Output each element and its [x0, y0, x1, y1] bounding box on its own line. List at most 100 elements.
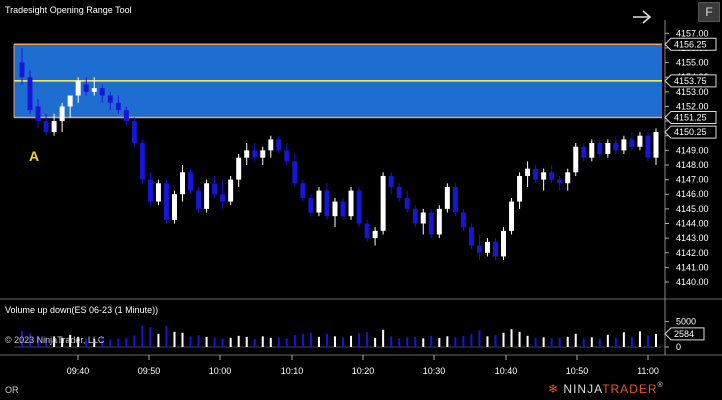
volume-bar — [470, 333, 473, 347]
candle-body — [460, 212, 466, 228]
candle-body — [541, 172, 547, 180]
volume-bar — [221, 338, 224, 347]
time-tick-label: 09:40 — [67, 366, 90, 376]
candle-body — [364, 223, 370, 239]
volume-bar — [598, 338, 601, 347]
candle-body — [436, 208, 442, 235]
volume-bar — [205, 336, 208, 347]
volume-bar — [109, 339, 112, 347]
volume-bar — [333, 336, 336, 347]
candle-body — [228, 179, 234, 202]
volume-bar — [269, 337, 272, 347]
candle-body — [260, 150, 266, 158]
price-tick-label: 4155.00 — [676, 58, 709, 68]
volume-panel-title: Volume up down(ES 06-23 (1 Minute)) — [5, 305, 159, 315]
candle-body — [131, 121, 137, 144]
candle-body — [428, 212, 434, 235]
candle-body — [147, 179, 153, 202]
candle-body — [509, 201, 515, 231]
candle-body — [637, 135, 643, 147]
volume-bar — [478, 330, 481, 347]
grid-layer — [0, 20, 722, 356]
copyright-text: © 2023 NinjaTrader, LLC — [5, 335, 105, 345]
volume-bar — [189, 336, 192, 347]
volume-bar — [462, 335, 465, 347]
candle-body — [236, 157, 242, 180]
candle-body — [59, 106, 65, 122]
volume-bar — [197, 335, 200, 347]
price-marker-label — [664, 37, 717, 51]
volume-bar — [157, 333, 160, 347]
volume-bar — [317, 336, 320, 347]
volume-bar — [37, 335, 40, 347]
candle-body — [171, 194, 177, 220]
candle-body — [115, 102, 121, 111]
volume-bar — [325, 333, 328, 347]
candle-body — [75, 80, 81, 96]
volume-bar — [277, 337, 280, 347]
time-tick-label: 10:30 — [423, 366, 446, 376]
volume-tick-label: 0 — [676, 342, 681, 352]
candle-body — [492, 241, 498, 257]
price-marker-text: 4156.25 — [674, 39, 707, 49]
volume-bar — [229, 337, 232, 347]
arrow-right-icon[interactable] — [630, 8, 654, 26]
volume-bar — [149, 327, 152, 347]
volume-bar — [261, 336, 264, 347]
candle-body — [188, 172, 194, 191]
time-tick-label: 11:00 — [637, 366, 659, 376]
candle-body — [476, 245, 482, 253]
volume-bar — [534, 337, 537, 347]
volume-bar — [173, 331, 176, 347]
volume-bar — [630, 336, 633, 347]
price-tick-label: 4152.00 — [676, 101, 709, 111]
volume-bar — [430, 335, 433, 347]
price-tick-label: 4142.00 — [676, 248, 709, 258]
volume-bar — [590, 337, 593, 347]
logo-text-ninja: NINJA — [563, 382, 603, 396]
volume-bar — [406, 337, 409, 347]
candle-body — [180, 172, 186, 195]
footer-left-label: OR — [5, 385, 19, 395]
volume-bar — [510, 329, 513, 347]
candle-body — [340, 201, 346, 217]
candle-body — [155, 183, 161, 202]
volume-bar — [301, 333, 304, 347]
price-tick-label: 4157.00 — [676, 28, 709, 38]
time-tick-label: 10:10 — [281, 366, 304, 376]
volume-bars-layer — [14, 325, 662, 348]
candle-body — [51, 121, 57, 133]
candle-body — [35, 106, 41, 122]
price-tick-label: 4143.00 — [676, 233, 709, 243]
candle-body — [605, 143, 611, 155]
candle-body — [196, 190, 202, 209]
candle-body — [268, 139, 274, 151]
price-tick-label: 4153.00 — [676, 87, 709, 97]
candle-body — [557, 179, 563, 184]
f-menu-button[interactable]: F — [698, 2, 720, 22]
candle-body — [420, 212, 426, 224]
volume-bar — [117, 338, 120, 347]
volume-bar — [101, 337, 104, 347]
volume-bar — [614, 337, 617, 347]
price-tick-label: 4147.00 — [676, 175, 709, 185]
candle-body — [332, 201, 338, 217]
candle-body — [645, 135, 651, 158]
volume-bar — [654, 333, 657, 347]
volume-bar — [309, 332, 312, 347]
candle-body — [67, 95, 73, 107]
volume-bar — [61, 337, 64, 347]
volume-bar — [582, 338, 585, 347]
volume-bar — [454, 337, 457, 347]
volume-bar — [77, 336, 80, 347]
price-tick-label: 4141.00 — [676, 262, 709, 272]
volume-bar — [245, 336, 248, 347]
volume-bar — [125, 337, 128, 347]
price-tick-label: 4145.00 — [676, 204, 709, 214]
candle-body — [372, 230, 378, 239]
candle-body — [525, 168, 531, 176]
time-tick-label: 10:00 — [209, 366, 232, 376]
price-tick-label: 4140.00 — [676, 277, 709, 287]
candle-body — [396, 186, 402, 198]
